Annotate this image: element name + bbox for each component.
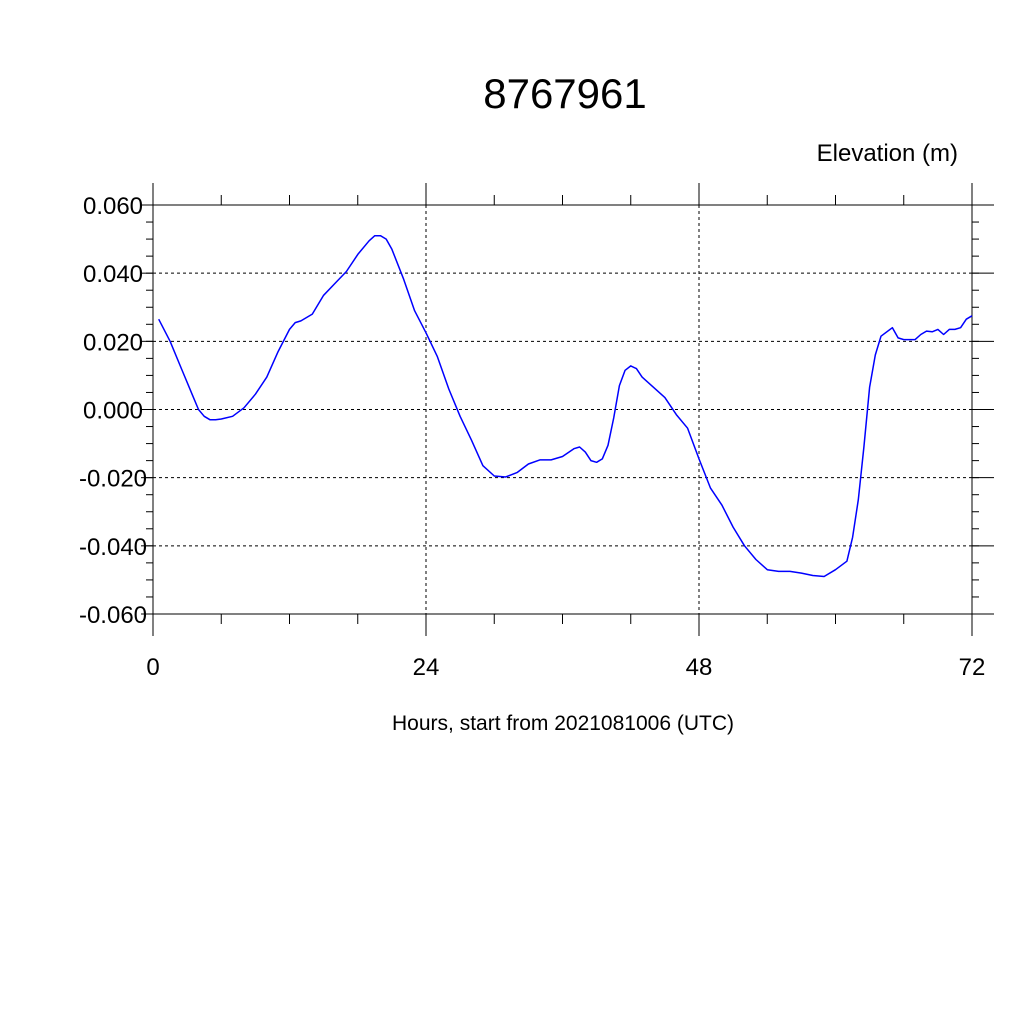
elevation-series-line — [158, 234, 973, 578]
data-layer — [158, 234, 973, 578]
y-tick-label: 0.040 — [83, 261, 143, 288]
axes-layer: 0.060 0.040 0.020 0.000 -0.020 -0.040 -0.060 0 2… — [79, 183, 994, 681]
y-tick-label: 0.000 — [83, 398, 143, 425]
y-axis-units-label: Elevation (m) — [817, 140, 958, 167]
y-tick-label: 0.060 — [83, 193, 143, 220]
x-tick-label: 24 — [413, 654, 440, 681]
y-tick-label: -0.060 — [79, 602, 147, 629]
x-tick-label: 0 — [146, 654, 159, 681]
plot-frame — [152, 204, 973, 615]
x-axis-label: Hours, start from 2021081006 (UTC) — [392, 712, 734, 735]
y-tick-label: -0.040 — [79, 534, 147, 561]
y-tick-label: 0.020 — [83, 329, 143, 356]
chart-title: 8767961 — [483, 70, 647, 117]
x-tick-label: 48 — [686, 654, 713, 681]
y-tick-label: -0.020 — [79, 466, 147, 493]
x-tick-label: 72 — [959, 654, 986, 681]
